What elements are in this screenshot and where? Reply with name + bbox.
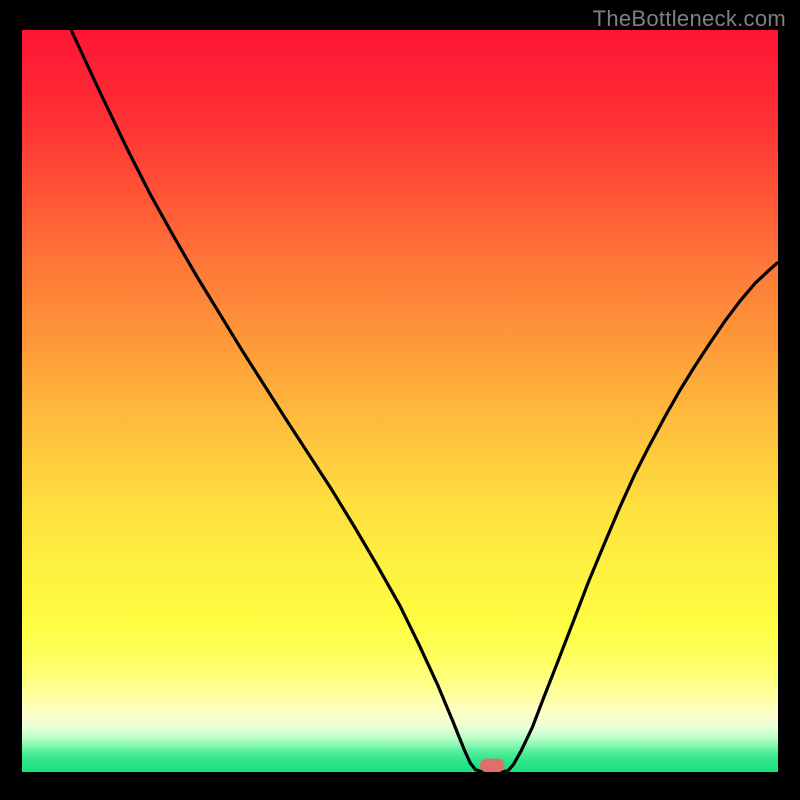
watermark-text: TheBottleneck.com [593, 6, 786, 32]
optimal-marker [480, 759, 504, 772]
chart-background [22, 30, 778, 772]
chart-frame: { "watermark": { "text": "TheBottleneck.… [0, 0, 800, 800]
bottleneck-chart [0, 0, 800, 800]
